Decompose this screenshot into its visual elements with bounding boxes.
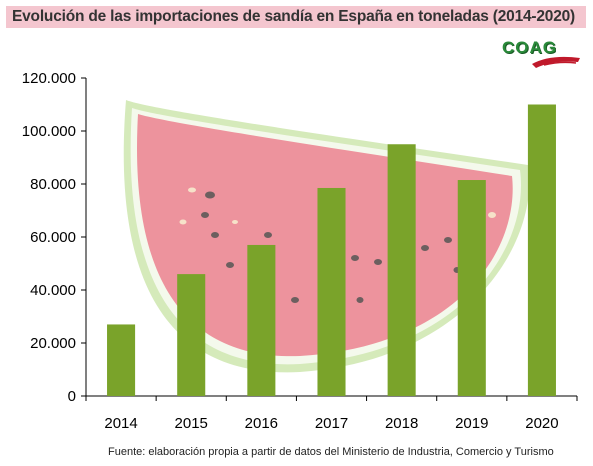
y-tick-label: 120.000 <box>22 70 76 87</box>
y-axis-ticks: 0 20.000 40.000 60.000 80.000 100.000 120.000 <box>22 70 86 405</box>
chart-title: Evolución de las importaciones de sandía… <box>12 8 576 25</box>
x-tick-label-2020: 2020 <box>525 415 558 432</box>
x-tick-label-2017: 2017 <box>315 415 348 432</box>
y-tick-label: 100.000 <box>22 123 76 140</box>
x-tick-label-2014: 2014 <box>104 415 137 432</box>
bar-2015 <box>177 274 206 396</box>
bar-2014 <box>107 324 136 396</box>
y-tick-label: 80.000 <box>30 176 76 193</box>
coag-logo: COAG <box>502 38 584 72</box>
title-band <box>6 6 586 28</box>
logo-text: COAG <box>502 38 557 57</box>
bar-2016 <box>247 244 276 396</box>
bar-2019 <box>457 180 486 396</box>
bar-2020 <box>527 104 556 396</box>
x-tick-label-2015: 2015 <box>175 415 208 432</box>
x-tick-label-2018: 2018 <box>385 415 418 432</box>
y-tick-label: 20.000 <box>30 335 76 352</box>
x-axis-ticks: 2014 2015 2016 2017 2018 2019 2020 <box>85 396 578 432</box>
source-note: Fuente: elaboración propia a partir de d… <box>108 446 554 458</box>
y-tick-label: 40.000 <box>30 282 76 299</box>
x-tick-label-2019: 2019 <box>455 415 488 432</box>
y-tick-label: 0 <box>68 388 76 405</box>
bars <box>107 104 556 396</box>
y-tick-label: 60.000 <box>30 229 76 246</box>
x-tick-label-2016: 2016 <box>245 415 278 432</box>
bar-2017 <box>317 187 346 396</box>
logo-swoosh-icon <box>532 56 580 68</box>
bar-2018 <box>387 144 416 396</box>
